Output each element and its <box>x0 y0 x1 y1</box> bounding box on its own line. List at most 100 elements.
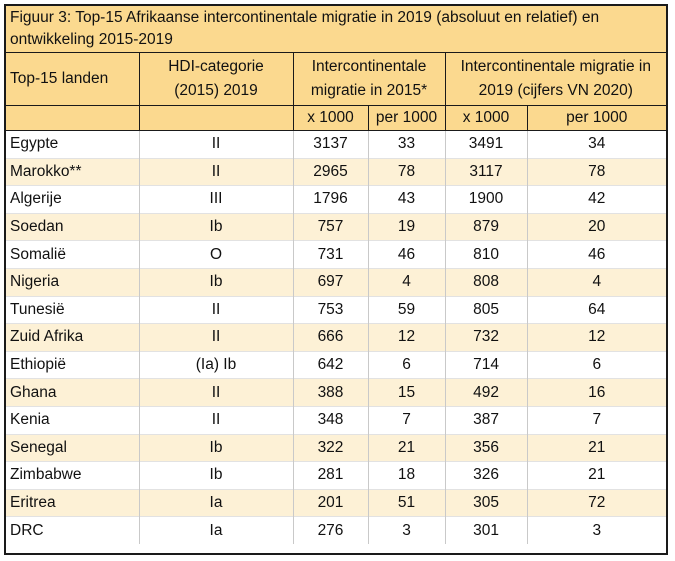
table-row: Somalië O 731 46 810 46 <box>6 240 667 269</box>
cell-migration-2019-abs: 3491 <box>444 130 528 159</box>
table-row: Soedan Ib 757 19 879 20 <box>6 213 667 241</box>
cell-hdi-category: Ib <box>138 268 293 297</box>
cell-migration-2019-abs: 305 <box>444 489 528 517</box>
cell-migration-2019-rel: 12 <box>526 323 667 352</box>
cell-migration-2019-abs: 387 <box>444 406 528 435</box>
migration-table-figure: Figuur 3: Top-15 Afrikaanse intercontine… <box>4 4 668 555</box>
cell-migration-2015-rel: 18 <box>367 461 446 490</box>
cell-hdi-category: III <box>138 185 293 214</box>
cell-country: Algerije <box>10 190 62 208</box>
cell-country: Zuid Afrika <box>6 323 139 352</box>
cell-migration-2015-rel: 4 <box>367 268 446 297</box>
cell-migration-2015-rel: 46 <box>367 240 446 269</box>
subheader-rel-2019: per 1000 <box>526 105 667 131</box>
header-migration-2019-line1: Intercontinentale migratie in <box>460 58 651 75</box>
cell-migration-2019-rel: 46 <box>526 240 667 269</box>
cell-migration-2019-rel: 4 <box>526 268 667 297</box>
table-row: Senegal Ib 322 21 356 21 <box>6 434 667 462</box>
header-migration-2015: Intercontinentale migratie in 2015* <box>292 53 446 106</box>
table-row: Kenia II 348 7 387 7 <box>6 406 667 435</box>
table-header: Top-15 landen HDI-categorie (2015) 2019 … <box>6 53 667 131</box>
cell-migration-2019-abs: 1900 <box>444 185 528 214</box>
cell-migration-2019-rel: 42 <box>526 185 667 214</box>
cell-country: DRC <box>10 521 44 539</box>
cell-migration-2015-rel: 51 <box>367 489 446 517</box>
cell-country: Marokko** <box>6 158 139 186</box>
cell-migration-2015-abs: 348 <box>292 406 368 435</box>
cell-migration-2015-abs: 1796 <box>292 185 368 214</box>
subheader-abs-2019: x 1000 <box>444 105 528 131</box>
header-countries: Top-15 landen <box>6 53 140 106</box>
cell-migration-2019-rel: 34 <box>526 130 667 159</box>
cell-migration-2015-abs: 201 <box>292 489 368 517</box>
cell-country: Kenia <box>10 411 50 429</box>
cell-migration-2015-rel: 7 <box>367 406 446 435</box>
migration-table: Top-15 landen HDI-categorie (2015) 2019 … <box>6 53 667 544</box>
cell-migration-2019-rel: 21 <box>526 434 667 462</box>
table-row: Ghana II 388 15 492 16 <box>6 378 667 407</box>
subheader-abs-2015: x 1000 <box>292 105 369 131</box>
cell-migration-2019-rel: 7 <box>526 406 667 435</box>
cell-migration-2015-abs: 322 <box>292 434 368 462</box>
cell-migration-2015-rel: 33 <box>367 130 446 159</box>
cell-migration-2019-abs: 301 <box>444 516 528 544</box>
cell-migration-2015-rel: 43 <box>367 185 446 214</box>
cell-country: Somalië <box>10 245 66 263</box>
cell-country: Soedan <box>6 213 139 241</box>
table-row: Algerije III 1796 43 1900 42 <box>6 185 667 214</box>
cell-migration-2015-abs: 2965 <box>292 158 368 186</box>
cell-country: Tunesië <box>10 300 65 318</box>
cell-migration-2019-rel: 64 <box>526 296 667 324</box>
cell-hdi-category: (Ia) Ib <box>138 351 293 379</box>
header-hdi: HDI-categorie (2015) 2019 <box>138 53 294 106</box>
cell-migration-2019-abs: 732 <box>444 323 528 352</box>
table-row: Eritrea Ia 201 51 305 72 <box>6 489 667 517</box>
header-migration-2015-line2: migratie in 2015* <box>310 82 428 99</box>
cell-migration-2015-rel: 78 <box>367 158 446 186</box>
cell-migration-2015-abs: 731 <box>292 240 368 269</box>
cell-hdi-category: Ib <box>138 434 293 462</box>
cell-migration-2019-rel: 3 <box>526 516 667 544</box>
cell-migration-2015-abs: 753 <box>292 296 368 324</box>
cell-migration-2019-abs: 326 <box>444 461 528 490</box>
cell-migration-2015-abs: 3137 <box>292 130 368 159</box>
cell-migration-2015-abs: 666 <box>292 323 368 352</box>
cell-migration-2019-abs: 805 <box>444 296 528 324</box>
cell-migration-2015-rel: 19 <box>367 213 446 241</box>
cell-migration-2019-rel: 78 <box>526 158 667 186</box>
cell-migration-2015-abs: 388 <box>292 378 368 407</box>
cell-hdi-category: Ib <box>138 213 293 241</box>
cell-migration-2019-rel: 72 <box>526 489 667 517</box>
cell-hdi-category: O <box>138 240 293 269</box>
cell-migration-2015-rel: 6 <box>367 351 446 379</box>
subheader-empty-countries <box>6 105 140 131</box>
cell-hdi-category: Ib <box>138 461 293 490</box>
table-row: Marokko** II 2965 78 3117 78 <box>6 158 667 186</box>
cell-migration-2015-rel: 21 <box>367 434 446 462</box>
cell-migration-2015-rel: 3 <box>367 516 446 544</box>
header-hdi-line2: (2015) 2019 <box>174 82 258 99</box>
cell-migration-2015-abs: 642 <box>292 351 368 379</box>
header-migration-2019: Intercontinentale migratie in 2019 (cijf… <box>444 53 667 106</box>
cell-country: Ghana <box>6 378 139 407</box>
cell-country: Nigeria <box>6 268 139 297</box>
cell-migration-2019-rel: 20 <box>526 213 667 241</box>
table-row: Nigeria Ib 697 4 808 4 <box>6 268 667 297</box>
cell-migration-2015-abs: 281 <box>292 461 368 490</box>
cell-migration-2019-abs: 492 <box>444 378 528 407</box>
cell-country: Senegal <box>6 434 139 462</box>
cell-country: Zimbabwe <box>10 466 82 484</box>
cell-migration-2015-abs: 757 <box>292 213 368 241</box>
cell-hdi-category: Ia <box>138 516 293 544</box>
cell-migration-2015-rel: 12 <box>367 323 446 352</box>
cell-hdi-category: II <box>138 378 293 407</box>
table-row: Tunesië II 753 59 805 64 <box>6 296 667 324</box>
cell-migration-2019-rel: 6 <box>526 351 667 379</box>
figure-title: Figuur 3: Top-15 Afrikaanse intercontine… <box>6 6 666 53</box>
cell-migration-2019-rel: 21 <box>526 461 667 490</box>
table-body: Egypte II 3137 33 3491 34 Marokko** II 2965 78 311… <box>6 130 667 544</box>
cell-country: Ethiopië <box>10 356 67 374</box>
cell-migration-2019-abs: 356 <box>444 434 528 462</box>
header-hdi-line1: HDI-categorie <box>168 58 264 75</box>
cell-hdi-category: II <box>138 130 293 159</box>
